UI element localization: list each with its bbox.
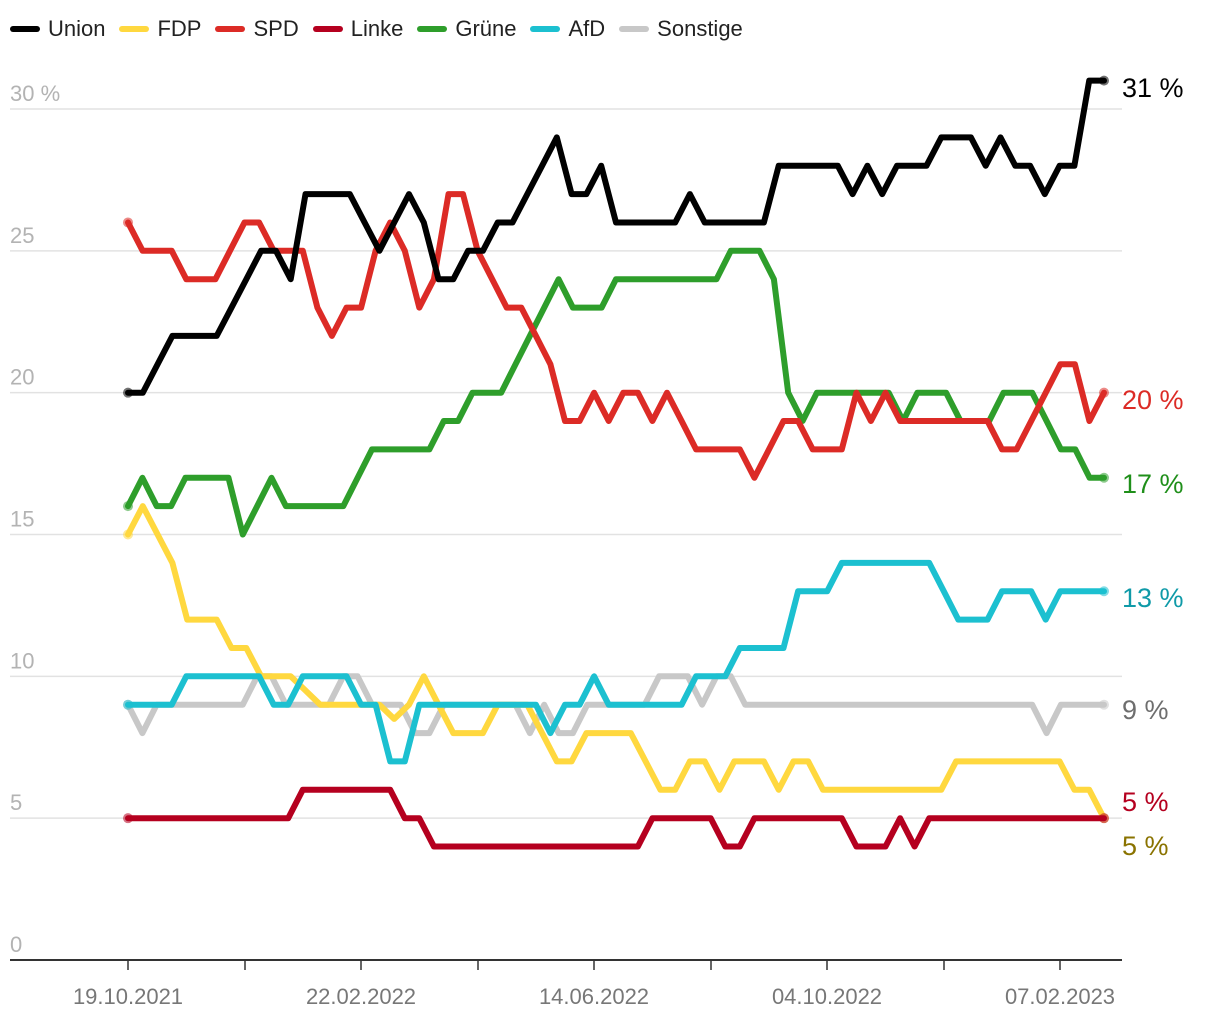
series-line-grüne bbox=[125, 247, 1107, 538]
x-tick-label: 19.10.2021 bbox=[73, 984, 183, 1009]
series-line-linke bbox=[125, 786, 1107, 850]
end-label-union: 31 % bbox=[1122, 73, 1184, 103]
legend-item-gruene[interactable]: Grüne bbox=[417, 16, 516, 42]
legend-item-sonstige[interactable]: Sonstige bbox=[619, 16, 743, 42]
x-tick-label: 07.02.2023 bbox=[1005, 984, 1115, 1009]
series-end-point bbox=[1099, 699, 1109, 710]
series-line-spd bbox=[125, 191, 1107, 481]
legend-item-fdp[interactable]: FDP bbox=[119, 16, 201, 42]
series-start-point bbox=[123, 813, 133, 824]
legend-label-fdp: FDP bbox=[157, 16, 202, 41]
end-label-linke: 5 % bbox=[1122, 787, 1169, 817]
series-line-afd bbox=[125, 559, 1107, 765]
y-tick-label: 20 bbox=[10, 365, 34, 390]
legend-item-spd[interactable]: SPD bbox=[215, 16, 299, 42]
legend-label-spd: SPD bbox=[253, 16, 299, 41]
series-end-point bbox=[1099, 813, 1109, 824]
legend-swatch-union bbox=[10, 26, 40, 32]
legend-item-afd[interactable]: AfD bbox=[530, 16, 605, 42]
y-tick-label: 25 bbox=[10, 223, 34, 248]
series-start-point bbox=[123, 501, 133, 512]
end-label-afd: 13 % bbox=[1122, 583, 1184, 613]
series-end-point bbox=[1099, 75, 1109, 86]
series-line-union bbox=[125, 77, 1107, 396]
y-tick-label: 10 bbox=[10, 648, 34, 673]
x-tick-label: 04.10.2022 bbox=[772, 984, 882, 1009]
y-tick-label: 5 bbox=[10, 790, 22, 815]
series-start-point bbox=[123, 217, 133, 228]
legend-swatch-fdp bbox=[119, 26, 150, 32]
legend-item-union[interactable]: Union bbox=[10, 16, 105, 42]
end-label-sonstige: 9 % bbox=[1122, 695, 1169, 725]
series-end-point bbox=[1099, 586, 1109, 597]
legend-swatch-afd bbox=[530, 26, 561, 32]
y-tick-label: 30 % bbox=[10, 81, 60, 106]
legend-swatch-gruene bbox=[417, 26, 448, 32]
x-tick-label: 22.02.2022 bbox=[306, 984, 416, 1009]
series-start-point bbox=[123, 387, 133, 398]
legend-label-gruene: Grüne bbox=[455, 16, 517, 41]
end-label-grüne: 17 % bbox=[1122, 469, 1184, 499]
x-tick-label: 14.06.2022 bbox=[539, 984, 649, 1009]
end-label-spd: 20 % bbox=[1122, 385, 1184, 415]
y-tick-label: 0 bbox=[10, 932, 22, 957]
series-line-fdp bbox=[125, 503, 1107, 822]
legend: Union FDP SPD Linke Grüne AfD Sonstige bbox=[10, 16, 757, 42]
legend-label-linke: Linke bbox=[350, 16, 404, 41]
series-end-point bbox=[1099, 387, 1109, 398]
legend-item-linke[interactable]: Linke bbox=[312, 16, 404, 42]
series-start-point bbox=[123, 529, 133, 540]
end-label-fdp: 5 % bbox=[1122, 831, 1169, 861]
series-start-point bbox=[123, 699, 133, 710]
legend-swatch-spd bbox=[215, 26, 246, 32]
legend-label-union: Union bbox=[48, 16, 106, 41]
series-end-point bbox=[1099, 472, 1109, 483]
legend-swatch-linke bbox=[312, 26, 343, 32]
legend-label-sonstige: Sonstige bbox=[657, 16, 743, 41]
legend-label-afd: AfD bbox=[568, 16, 606, 41]
y-tick-label: 15 bbox=[10, 507, 34, 532]
legend-swatch-sonstige bbox=[619, 26, 650, 32]
